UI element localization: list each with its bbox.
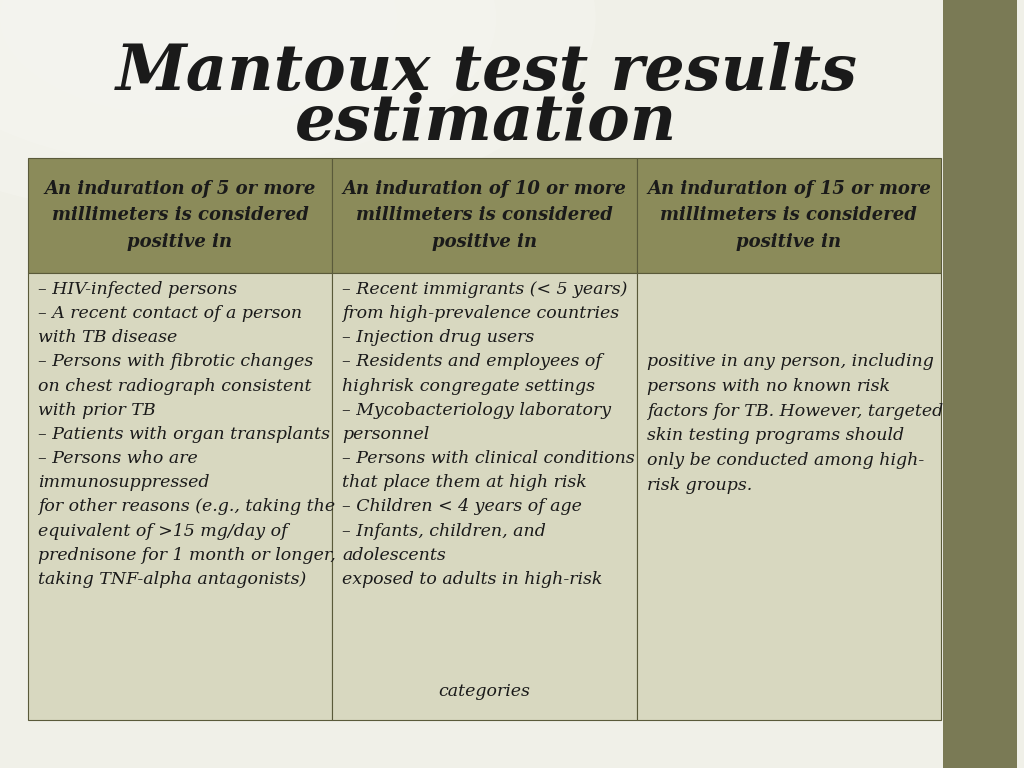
FancyBboxPatch shape — [332, 273, 637, 720]
FancyBboxPatch shape — [637, 158, 941, 273]
Text: estimation: estimation — [295, 92, 678, 154]
Text: categories: categories — [438, 684, 530, 700]
Ellipse shape — [0, 0, 596, 218]
FancyBboxPatch shape — [28, 158, 332, 273]
Text: positive in any person, including
persons with no known risk
factors for TB. How: positive in any person, including person… — [646, 353, 943, 494]
FancyBboxPatch shape — [943, 0, 1017, 768]
FancyBboxPatch shape — [637, 273, 941, 720]
Ellipse shape — [0, 0, 497, 168]
Text: An induration of 10 or more
millimeters is considered
positive in: An induration of 10 or more millimeters … — [342, 180, 627, 251]
Text: – HIV-infected persons
– A recent contact of a person
with TB disease
– Persons : – HIV-infected persons – A recent contac… — [38, 281, 336, 588]
Ellipse shape — [0, 0, 397, 118]
FancyBboxPatch shape — [332, 158, 637, 273]
Text: An induration of 15 or more
millimeters is considered
positive in: An induration of 15 or more millimeters … — [647, 180, 931, 251]
Text: An induration of 5 or more
millimeters is considered
positive in: An induration of 5 or more millimeters i… — [44, 180, 315, 251]
FancyBboxPatch shape — [28, 273, 332, 720]
Text: – Recent immigrants (< 5 years)
from high-prevalence countries
– Injection drug : – Recent immigrants (< 5 years) from hig… — [342, 281, 635, 588]
FancyBboxPatch shape — [0, 0, 943, 768]
Text: Mantoux test results: Mantoux test results — [116, 42, 857, 104]
